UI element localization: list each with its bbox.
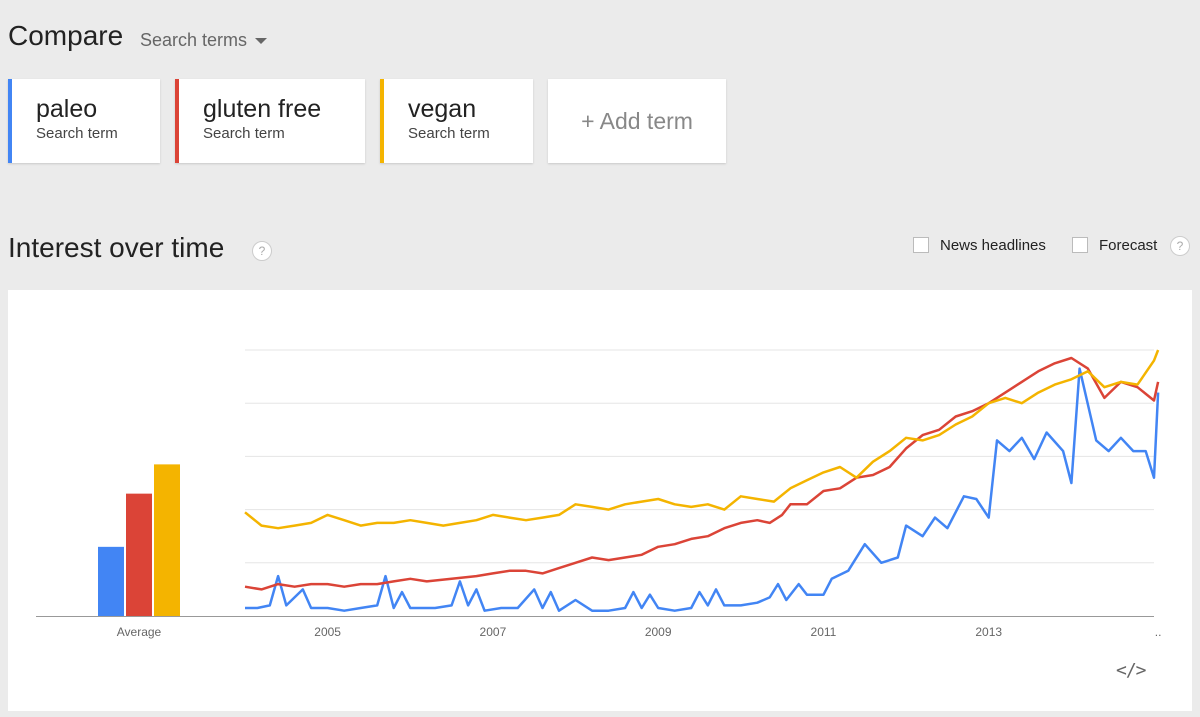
forecast-checkbox[interactable]	[1072, 237, 1088, 253]
term-name: gluten free	[203, 95, 322, 123]
average-bar-paleo	[98, 546, 124, 616]
forecast-label[interactable]: Forecast	[1099, 237, 1158, 254]
compare-title: Compare	[8, 20, 124, 51]
average-bar-vegan	[154, 464, 180, 616]
term-card-vegan[interactable]: vegan Search term	[380, 79, 533, 163]
average-bar-gluten-free	[126, 493, 152, 616]
x-tick-label: 2011	[811, 625, 837, 639]
help-icon[interactable]: ?	[252, 241, 272, 261]
term-subtitle: Search term	[408, 125, 490, 142]
search-terms-dropdown[interactable]: Search terms	[140, 30, 268, 51]
add-term-button[interactable]: + Add term	[548, 79, 726, 163]
news-headlines-checkbox[interactable]	[913, 237, 929, 253]
search-terms-label: Search terms	[140, 30, 248, 50]
term-subtitle: Search term	[203, 125, 285, 142]
term-name: vegan	[408, 95, 477, 123]
average-label: Average	[117, 625, 162, 639]
chart-panel: Average 2005 2007 2009 2011 2013..	[8, 290, 1192, 711]
x-tick-label: 2013	[975, 625, 1002, 639]
term-color-stripe	[175, 79, 179, 163]
x-tick-label: 2005	[314, 625, 341, 639]
x-tick-label: 2009	[645, 625, 672, 639]
term-subtitle: Search term	[36, 125, 118, 142]
caret-down-icon	[255, 38, 268, 45]
term-color-stripe	[8, 79, 12, 163]
series-line-vegan	[244, 349, 1160, 530]
term-color-stripe	[380, 79, 384, 163]
term-card-paleo[interactable]: paleo Search term	[8, 79, 160, 163]
forecast-help-icon[interactable]: ?	[1170, 236, 1190, 256]
x-tick-label: 2007	[480, 625, 507, 639]
interest-over-time-title: Interest over time	[8, 232, 225, 263]
news-headlines-label[interactable]: News headlines	[940, 237, 1046, 254]
term-card-gluten-free[interactable]: gluten free Search term	[175, 79, 365, 163]
series-line-gluten-free	[244, 356, 1160, 591]
term-name: paleo	[36, 95, 98, 123]
series-line-paleo	[245, 367, 1160, 612]
x-tick-label: ..	[1155, 625, 1162, 639]
embed-code-icon[interactable]: </>	[1116, 660, 1146, 681]
interest-chart: Average 2005 2007 2009 2011 2013..	[36, 349, 1162, 639]
